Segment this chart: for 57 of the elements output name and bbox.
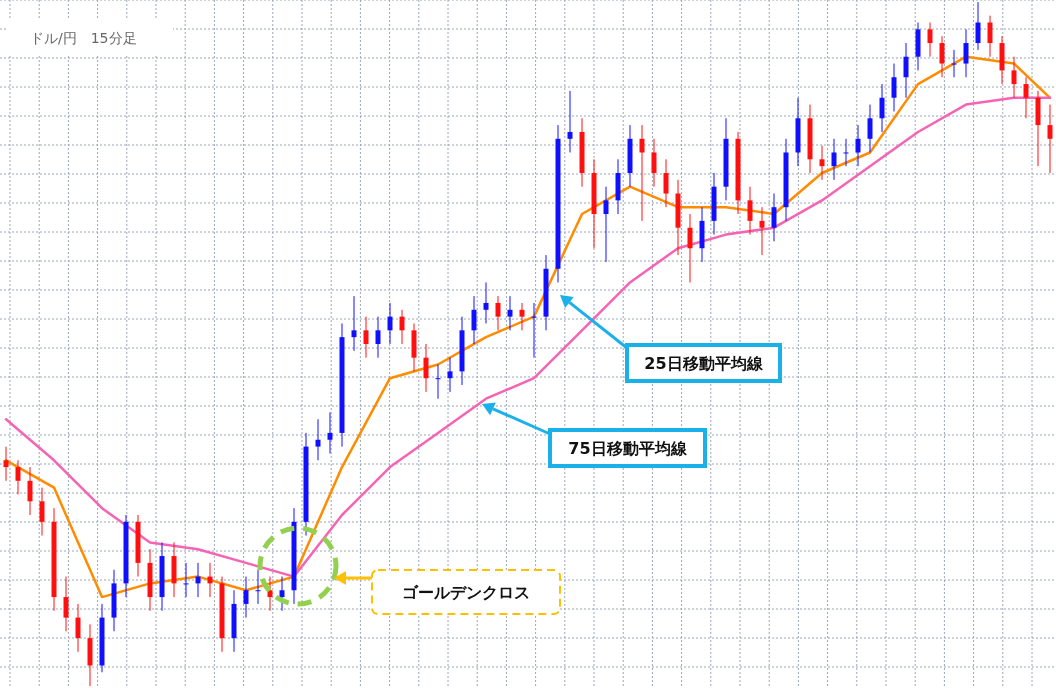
candlestick — [531, 302, 537, 359]
candlestick — [1047, 104, 1053, 174]
candlestick — [855, 124, 861, 167]
candlestick — [447, 357, 453, 393]
candlestick — [819, 145, 825, 181]
candlestick — [831, 138, 837, 181]
candlestick — [651, 138, 657, 188]
candlestick — [423, 343, 429, 393]
candlestick — [3, 446, 9, 482]
candlestick — [63, 576, 69, 632]
candlestick — [75, 603, 81, 653]
candlestick — [759, 206, 765, 256]
candlestick — [327, 411, 333, 454]
candlestick — [975, 1, 981, 51]
candlestick — [351, 295, 357, 352]
text: ドル/円 15分足 — [30, 30, 137, 46]
candlestick — [243, 576, 249, 619]
candlestick — [519, 302, 525, 331]
candlestick — [963, 28, 969, 78]
candlestick — [375, 316, 381, 359]
candlestick — [1023, 76, 1029, 119]
candlestick — [495, 295, 501, 331]
candlestick — [183, 562, 189, 598]
candlestick — [939, 35, 945, 78]
candlestick — [267, 576, 273, 612]
candlestick — [687, 213, 693, 283]
candlestick — [879, 83, 885, 133]
candlestick — [567, 90, 573, 153]
candlestick — [279, 576, 285, 612]
candlestick — [15, 459, 21, 495]
candlestick — [255, 569, 261, 605]
candlestick — [507, 295, 513, 331]
annotation: ゴールデンクロス — [402, 583, 530, 602]
candlestick — [771, 193, 777, 242]
candlestick — [483, 281, 489, 324]
candlestick — [843, 138, 849, 167]
candlestick — [27, 466, 33, 516]
candlestick — [663, 158, 669, 208]
candlestick — [603, 186, 609, 263]
candlestick — [903, 42, 909, 99]
candlestick — [1011, 56, 1017, 99]
candlestick — [363, 316, 369, 359]
candlestick — [435, 364, 441, 400]
candlestick — [315, 418, 321, 461]
candlestick — [927, 22, 933, 58]
candlestick — [747, 186, 753, 236]
candlestick — [987, 15, 993, 58]
candlestick — [471, 295, 477, 345]
annotation: 25日移動平均線 — [644, 354, 764, 373]
candlestick — [639, 124, 645, 222]
candlestick — [387, 302, 393, 345]
candlestick — [951, 49, 957, 78]
candlestick — [867, 104, 873, 153]
candlestick — [39, 487, 45, 537]
candlestick — [399, 309, 405, 345]
annotation: 75日移動平均線 — [568, 439, 688, 458]
candlestick — [891, 63, 897, 112]
